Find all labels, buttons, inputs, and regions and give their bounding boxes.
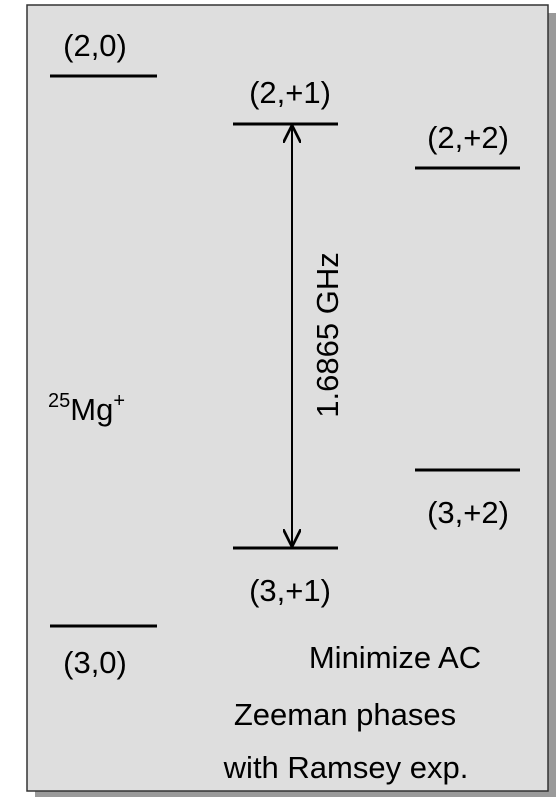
level-label: (2,+2) <box>427 120 509 155</box>
charge: + <box>113 390 125 412</box>
level-label: (3,0) <box>63 645 127 680</box>
note-line: Minimize AC <box>309 640 481 675</box>
transition-label: 1.6865 GHz <box>310 252 345 417</box>
note-line: Zeeman phases <box>234 697 456 732</box>
level-label: (3,+2) <box>427 495 509 530</box>
species-label: 25Mg+ <box>48 390 125 427</box>
level-label: (3,+1) <box>249 573 331 608</box>
note-line: with Ramsey exp. <box>223 750 469 785</box>
element: Mg <box>70 392 113 427</box>
level-label: (2,+1) <box>249 75 331 110</box>
level-label: (2,0) <box>63 28 127 63</box>
mass-number: 25 <box>48 390 70 412</box>
